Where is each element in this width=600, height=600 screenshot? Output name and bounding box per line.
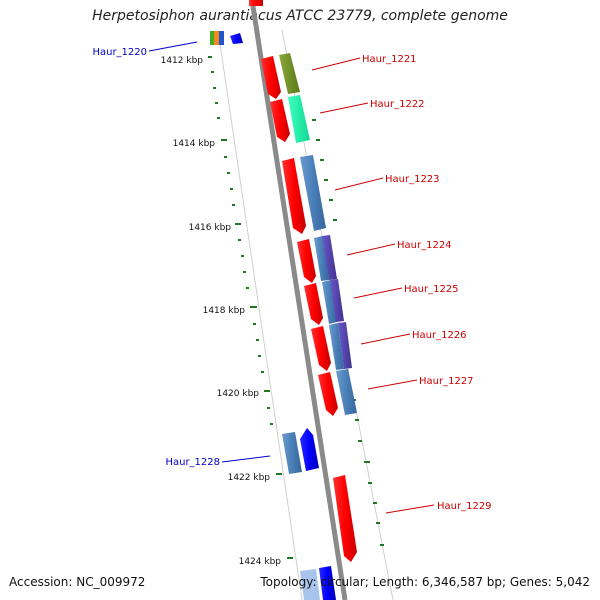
gene-haur-1226[interactable] (311, 322, 352, 371)
scale-label: 1418 kbp (203, 306, 246, 316)
scale-label: 1422 kbp (228, 473, 271, 483)
scale-label: 1412 kbp (161, 56, 204, 66)
gene-haur-1227[interactable] (318, 369, 357, 416)
scale-ticks (208, 56, 293, 559)
gene-label-haur-1229[interactable]: Haur_1229 (437, 501, 492, 512)
gene-label-haur-1228[interactable]: Haur_1228 (165, 457, 220, 468)
gene-haur-1228[interactable] (282, 428, 319, 474)
map-title: Herpetosiphon aurantiacus ATCC 23779, co… (92, 8, 508, 24)
gene-label-haur-1223[interactable]: Haur_1223 (385, 174, 440, 185)
genome-summary: Topology: circular; Length: 6,346,587 bp… (260, 575, 590, 589)
outer-track-ticks (312, 119, 384, 546)
gene-group-bottom[interactable] (300, 566, 336, 600)
gene-haur-1223[interactable] (282, 155, 326, 234)
scale-label: 1420 kbp (217, 389, 260, 399)
gene-haur-1221[interactable] (261, 53, 300, 99)
gene-label-haur-1225[interactable]: Haur_1225 (404, 284, 459, 295)
gene-label-haur-1226[interactable]: Haur_1226 (412, 330, 467, 341)
gene-label-haur-1224[interactable]: Haur_1224 (397, 240, 452, 251)
genome-backbone (249, 0, 348, 600)
accession-label: Accession: NC_009972 (9, 575, 146, 589)
scale-label: 1416 kbp (189, 223, 232, 233)
gene-label-haur-1221[interactable]: Haur_1221 (362, 54, 417, 65)
gene-label-haur-1220[interactable]: Haur_1220 (92, 47, 147, 58)
gene-haur-1229[interactable] (333, 475, 357, 562)
gene-label-haur-1222[interactable]: Haur_1222 (370, 99, 425, 110)
scale-labels: 1412 kbp 1414 kbp 1416 kbp 1418 kbp 1420… (161, 56, 282, 567)
leader-lines (148, 41, 435, 514)
gene-haur-1225[interactable] (304, 279, 344, 325)
gene-labels: Haur_1220 Haur_1221 Haur_1222 Haur_1223 … (92, 47, 491, 512)
gene-haur-1222[interactable] (270, 95, 310, 143)
scale-label: 1424 kbp (239, 557, 282, 567)
scale-label: 1414 kbp (173, 139, 216, 149)
gene-group-top[interactable] (210, 0, 263, 45)
gene-label-haur-1227[interactable]: Haur_1227 (419, 376, 474, 387)
gene-haur-1224[interactable] (297, 235, 337, 283)
